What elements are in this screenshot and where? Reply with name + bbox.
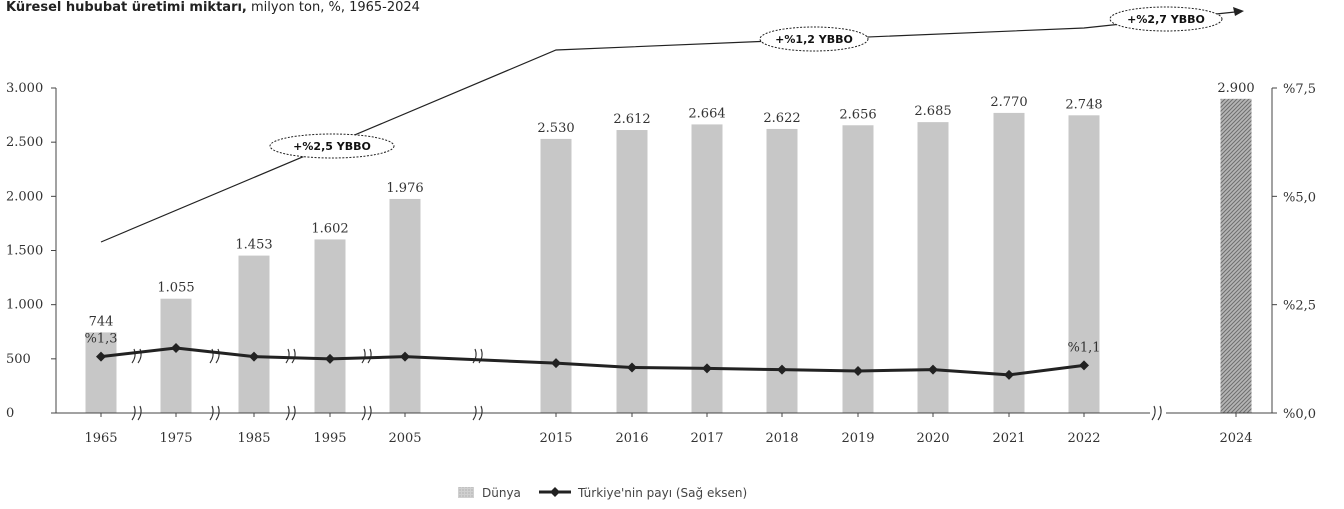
bar-1995 [314,239,346,413]
turkiye-point-2020 [928,364,938,375]
line-label-1965: %1,3 [84,332,117,347]
left-tick-label: 500 [6,352,31,367]
turkiye-point-2017 [702,363,712,374]
left-tick-label: 3.000 [6,81,43,96]
bar-label-1995: 1.602 [311,221,348,236]
line-break [361,348,372,364]
x-tick-label-2024: 2024 [1219,431,1252,446]
turkiye-point-1985 [249,351,259,362]
turkiye-point-1995 [325,353,335,364]
bar-label-2021: 2.770 [990,95,1027,110]
x-tick-label-2021: 2021 [992,431,1025,446]
x-tick-label-1975: 1975 [159,431,192,446]
x-axis-break [361,405,372,421]
bar-label-2019: 2.656 [839,107,876,122]
bar-label-1985: 1.453 [235,238,272,253]
bar-label-2017: 2.664 [688,106,725,121]
growth-trend-line [100,11,1236,243]
x-tick-label-1985: 1985 [237,431,270,446]
growth-trend-arrowhead [1233,7,1244,16]
turkiye-point-2019 [853,365,863,376]
trend-annotation-label: +%2,7 YBBO [1127,13,1205,26]
trend-annotation-bubble [759,26,869,52]
turkiye-point-2005 [400,351,410,362]
x-tick-label-2015: 2015 [539,431,572,446]
left-tick-label: 1.000 [6,298,43,313]
right-tick-label: %5,0 [1283,190,1316,205]
bar-2021 [993,112,1025,414]
turkiye-point-2016 [627,362,637,373]
x-tick-label-1995: 1995 [313,431,346,446]
bar-2024 [1220,98,1252,413]
legend-swatch-marker [550,487,560,497]
right-tick-label: %2,5 [1283,299,1316,314]
turkiye-point-1975 [171,343,181,353]
left-tick-label: 2.500 [6,135,43,150]
left-tick-label: 2.000 [6,189,43,204]
x-tick-label-2022: 2022 [1067,431,1100,446]
bar-label-2005: 1.976 [386,181,423,196]
bar-2019 [842,125,874,414]
x-tick-label-1965: 1965 [84,431,117,446]
bar-label-2018: 2.622 [763,111,800,126]
turkiye-point-1965 [96,351,106,362]
trend-annotation-bubble [1109,6,1223,32]
bar-label-2022: 2.748 [1065,97,1102,112]
bar-1985 [238,255,270,413]
line-label-2022: %1,1 [1067,340,1100,355]
legend-swatch-dunya [458,487,474,498]
turkiye-point-2021 [1004,369,1014,380]
bar-label-2020: 2.685 [914,104,951,119]
line-break [472,348,483,364]
x-tick-label-2005: 2005 [388,431,421,446]
bar-1965 [85,332,117,413]
turkiye-point-2018 [777,364,787,375]
x-tick-label-2020: 2020 [916,431,949,446]
bar-label-2016: 2.612 [613,112,650,127]
trend-annotation-label: +%2,5 YBBO [293,140,371,153]
bar-label-2015: 2.530 [537,121,574,136]
left-tick-label: 1.500 [6,244,43,259]
bar-label-1965: 744 [89,314,114,329]
line-break [209,348,220,364]
x-tick-label-2018: 2018 [765,431,798,446]
x-axis-break [1151,405,1162,421]
line-break [285,348,296,364]
right-tick-label: %0,0 [1283,407,1316,422]
x-axis-break [209,405,220,421]
trend-annotation-bubble [269,133,395,159]
left-tick-label: 0 [6,406,14,421]
x-axis-break [131,405,142,421]
x-tick-label-2019: 2019 [841,431,874,446]
chart-title: Küresel hububat üretimi miktarı, milyon … [6,0,420,15]
right-tick-label: %7,5 [1283,82,1316,97]
x-axis-break [472,405,483,421]
turkiye-point-2022 [1079,360,1089,371]
bar-1975 [160,298,192,413]
legend-label-dunya: Dünya [482,486,521,500]
turkiye-point-2015 [551,358,561,369]
bar-label-1975: 1.055 [157,281,194,296]
bar-2020 [917,122,949,413]
x-tick-label-2017: 2017 [690,431,723,446]
trend-annotation-label: +%1,2 YBBO [775,33,853,46]
x-axis-break [285,405,296,421]
x-tick-label-2016: 2016 [615,431,648,446]
bar-2015 [540,138,572,413]
line-break [131,348,142,364]
legend-label-turkiye: Türkiye'nin payı (Sağ eksen) [577,486,747,500]
bar-2005 [389,198,421,413]
bar-label-2024: 2.900 [1217,81,1254,96]
